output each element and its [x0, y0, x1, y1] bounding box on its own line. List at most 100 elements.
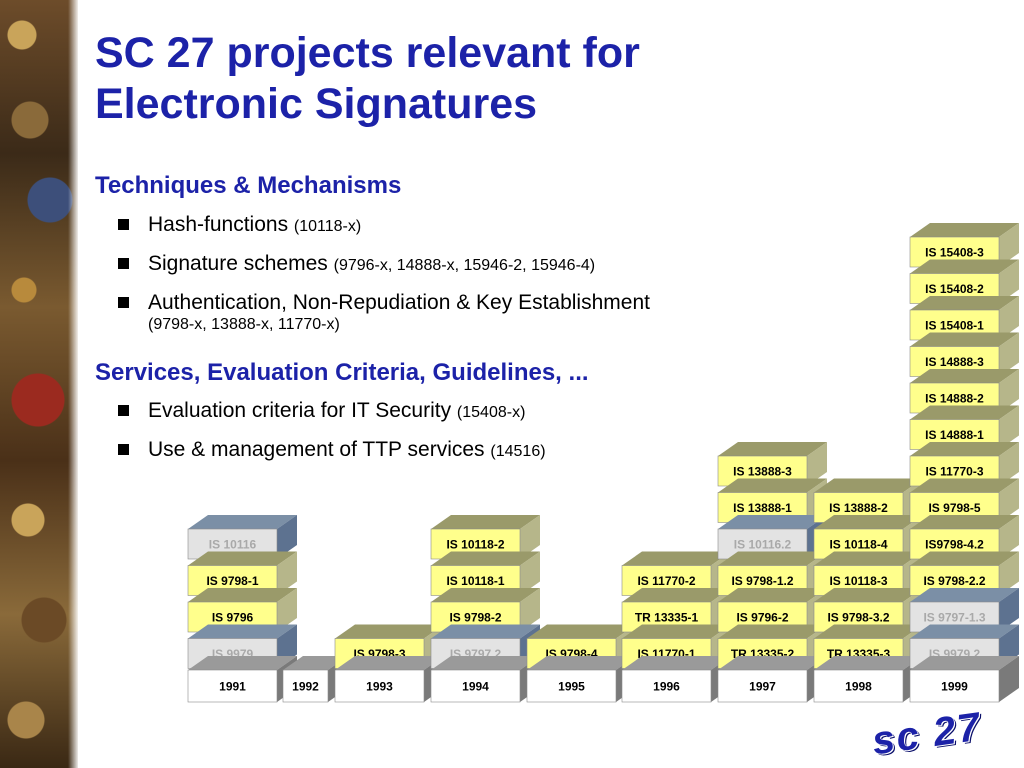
- project-block-label: IS 9798-1.2: [731, 574, 793, 588]
- bullet-text: Hash-functions: [148, 213, 289, 236]
- project-block-label: IS 14888-3: [925, 355, 984, 369]
- project-block-side: [999, 478, 1019, 523]
- project-block-label: IS 10118-4: [829, 538, 887, 552]
- bullet-text: Authentication, Non-Repudiation & Key Es…: [148, 291, 650, 314]
- project-block-label: IS 9797-1.3: [923, 611, 985, 625]
- project-block-top: [910, 296, 1019, 310]
- section-heading-techniques: Techniques & Mechanisms: [95, 172, 402, 199]
- year-block-face: [526, 669, 617, 703]
- project-block-side: [999, 259, 1019, 304]
- project-block-top: [718, 478, 827, 493]
- project-block-label: IS 11770-3: [925, 465, 983, 479]
- project-block-side: [999, 442, 1019, 486]
- project-block-label: IS 9798-1: [206, 574, 258, 588]
- project-block-side: [999, 405, 1019, 450]
- project-block-top: [718, 515, 827, 529]
- bullet-text: Evaluation criteria for IT Security: [148, 399, 452, 422]
- project-block-top: [910, 369, 1019, 383]
- bullet-item: Hash-functions (10118-x): [118, 212, 650, 239]
- project-block-label: IS 10116.2: [734, 538, 792, 552]
- project-block-top: [335, 624, 444, 639]
- project-block-side: [999, 332, 1019, 377]
- year-block-label: 1994: [462, 680, 489, 694]
- project-block-top: [718, 551, 827, 566]
- project-block-top: [622, 588, 731, 602]
- year-block-label: 1991: [219, 680, 246, 694]
- project-block-top: [814, 478, 923, 493]
- project-block-side: [999, 515, 1019, 559]
- project-block-label: IS 9798-3.2: [827, 611, 889, 625]
- project-block-top: [431, 624, 540, 639]
- year-block-label: 1996: [653, 680, 680, 694]
- project-block-top: [188, 551, 297, 566]
- project-block-side: [520, 551, 540, 596]
- year-block-face: [909, 669, 1000, 703]
- year-block-face: [187, 669, 278, 703]
- project-block-top: [910, 624, 1019, 639]
- project-block-top: [622, 624, 731, 639]
- project-block-top: [910, 223, 1019, 237]
- year-block-label: 1992: [292, 680, 319, 694]
- project-block-top: [188, 515, 297, 529]
- project-block-label: IS 9798-5: [928, 501, 980, 515]
- techniques-bullet-list: Hash-functions (10118-x) Signature schem…: [118, 212, 650, 347]
- bullet-note: (15408-x): [456, 404, 526, 421]
- project-block-top: [910, 332, 1019, 347]
- project-block-side: [807, 442, 827, 486]
- project-block-label: IS 10116: [209, 538, 257, 552]
- year-block-top: [910, 656, 1019, 670]
- project-block-side: [999, 588, 1019, 632]
- project-block-top: [910, 588, 1019, 602]
- project-block-label: IS 13888-2: [829, 501, 888, 515]
- project-block-label: IS 10118-1: [446, 574, 504, 588]
- project-block-label: IS 15408-3: [925, 246, 984, 260]
- project-block-label: IS 9798-2: [449, 611, 501, 625]
- bullet-item: Authentication, Non-Repudiation & Key Es…: [118, 290, 650, 335]
- project-block-top: [910, 515, 1019, 529]
- bullet-note: (14516): [490, 443, 546, 460]
- project-block-side: [277, 515, 297, 559]
- bullet-square-icon: [118, 258, 129, 269]
- project-block-side: [277, 551, 297, 596]
- decorative-image-strip: [0, 0, 78, 768]
- bullet-square-icon: [118, 297, 129, 308]
- project-block-top: [814, 515, 923, 529]
- project-block-top: [910, 442, 1019, 456]
- project-block-top: [814, 551, 923, 566]
- bullet-note: (9798-x, 13888-x, 11770-x): [148, 316, 340, 333]
- project-block-top: [718, 588, 827, 602]
- project-block-top: [718, 624, 827, 639]
- year-block-label: 1995: [558, 680, 585, 694]
- year-block-face: [621, 669, 712, 703]
- project-block-side: [277, 588, 297, 632]
- bullet-text: Signature schemes: [148, 252, 328, 275]
- project-block-label: IS 10118-2: [446, 538, 504, 552]
- year-block-top: [188, 656, 297, 670]
- page-title: SC 27 projects relevant for Electronic S…: [95, 29, 640, 128]
- year-block-top: [431, 656, 540, 670]
- bullet-square-icon: [118, 405, 129, 416]
- bullet-note: (10118-x): [293, 218, 362, 235]
- bullet-note: (9796-x, 14888-x, 15946-2, 15946-4): [333, 257, 596, 274]
- project-block-label: IS 9796-2: [736, 611, 788, 625]
- bullet-item: Signature schemes (9796-x, 14888-x, 1594…: [118, 251, 650, 278]
- project-block-label: IS 9796: [212, 611, 254, 625]
- year-block-face: [717, 669, 808, 703]
- project-block-side: [999, 223, 1019, 267]
- year-block-side: [999, 656, 1019, 702]
- project-block-top: [910, 405, 1019, 420]
- project-block-label: IS 10118-3: [829, 574, 887, 588]
- project-block-top: [188, 624, 297, 639]
- bullet-text: Use & management of TTP services: [148, 438, 485, 461]
- year-block-face: [282, 669, 329, 703]
- project-block-side: [520, 515, 540, 559]
- project-block-label: IS 13888-1: [733, 501, 792, 515]
- project-block-side: [520, 588, 540, 632]
- bullet-square-icon: [118, 444, 129, 455]
- bullet-square-icon: [118, 219, 129, 230]
- project-block-top: [910, 259, 1019, 274]
- project-block-top: [431, 515, 540, 529]
- section-heading-services: Services, Evaluation Criteria, Guideline…: [95, 359, 589, 386]
- project-block-side: [999, 296, 1019, 340]
- project-block-top: [814, 588, 923, 602]
